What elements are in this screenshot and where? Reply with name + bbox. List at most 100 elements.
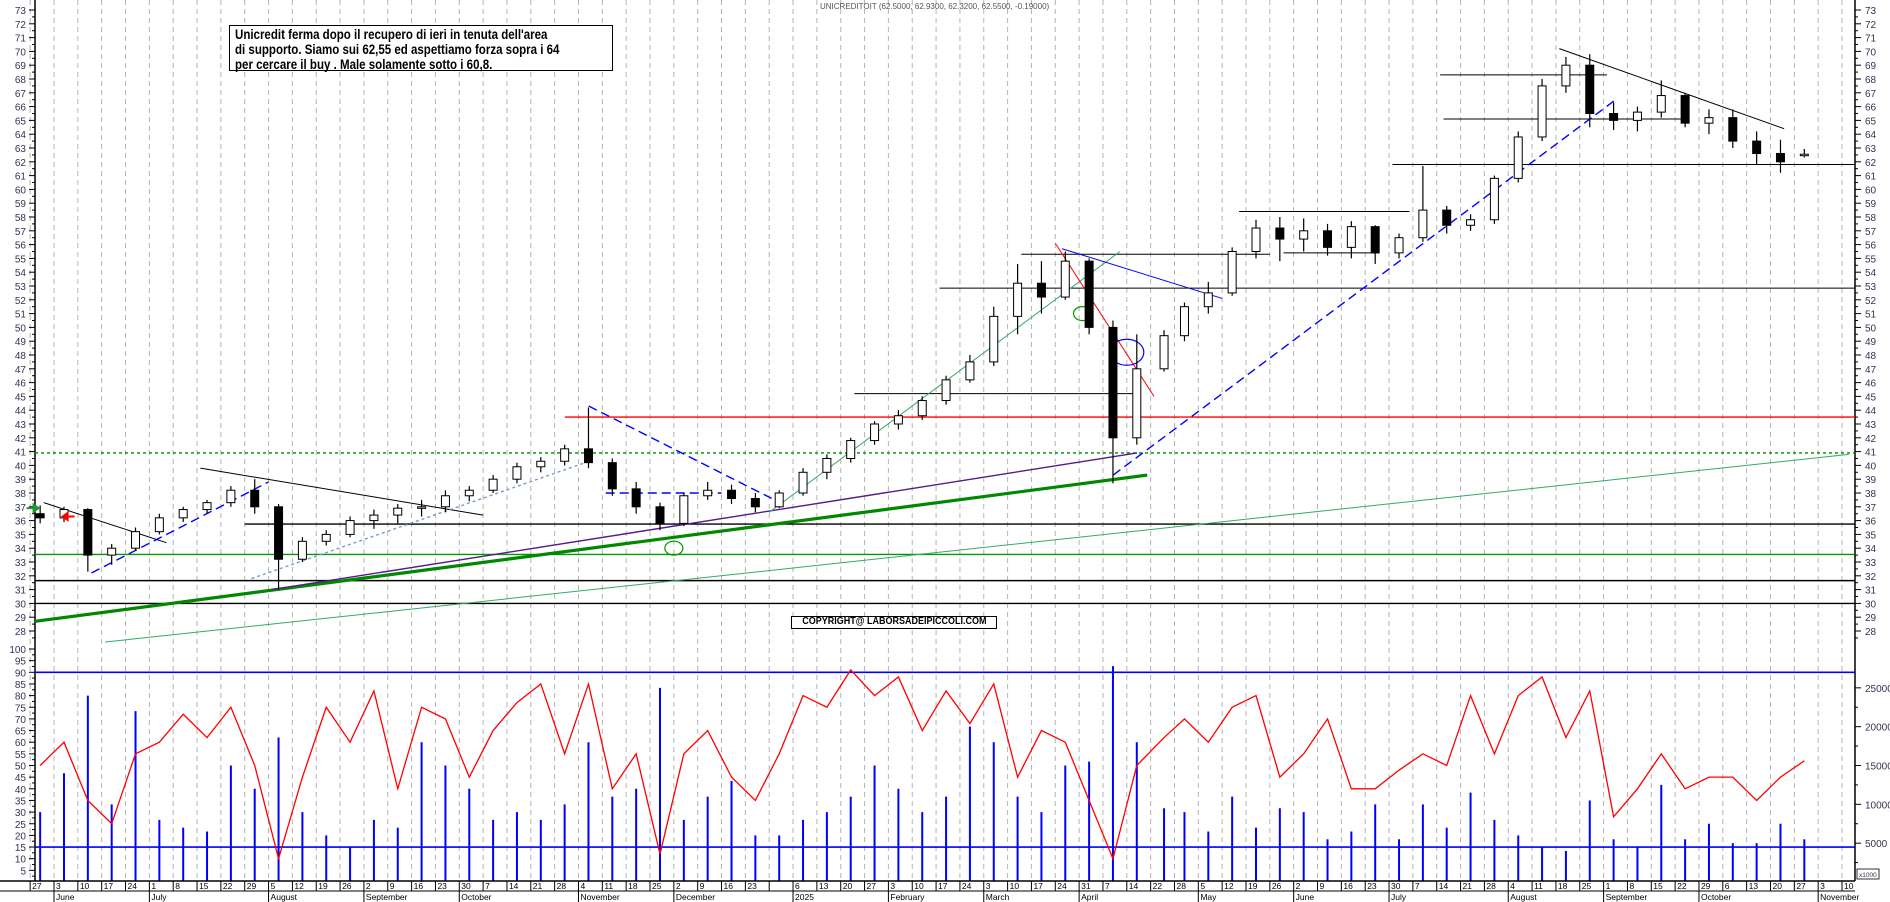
day-tick-label: 10 [1010,881,1020,891]
day-tick-label: 18 [1558,881,1568,891]
price-tick-label-left: 54 [15,268,27,279]
day-tick-label: 14 [1439,881,1449,891]
candle-down [655,506,665,524]
price-tick-label-left: 45 [15,392,27,403]
indicator-tick-label: 90 [15,668,27,679]
price-tick-label-left: 35 [15,530,27,541]
trend-line [251,461,586,580]
day-tick-label: 28 [1486,881,1496,891]
candle-down [1775,153,1785,163]
price-tick-label-right: 73 [1865,6,1877,17]
month-label: September [366,892,408,902]
day-tick-label: 2 [1296,881,1301,891]
price-tick-label-left: 42 [15,434,27,445]
indicator-tick-label: 35 [15,796,27,807]
candle-up [1537,85,1547,138]
day-tick-label: 2 [366,881,371,891]
day-tick-label: 24 [962,881,972,891]
volume-tick-label: 15000 [1865,762,1890,773]
price-tick-label-left: 29 [15,613,27,624]
price-tick-label-right: 45 [1865,392,1877,403]
price-tick-label-right: 41 [1865,448,1877,459]
price-tick-label-right: 59 [1865,199,1877,210]
price-tick-label-right: 72 [1865,20,1877,31]
day-tick-label: 30 [461,881,471,891]
candle-up [297,540,307,560]
candle-down [1323,230,1333,248]
day-tick-label: 1 [1606,881,1611,891]
indicator-tick-label: 75 [15,703,27,714]
price-tick-label-right: 68 [1865,75,1877,86]
candle-down [607,462,617,490]
day-tick-label: 22 [223,881,233,891]
candle-up [1299,230,1309,240]
candle-down [1084,260,1094,328]
volume-tick-label: 20000 [1865,723,1890,734]
trend-line [200,467,484,516]
price-tick-label-right: 71 [1865,34,1877,45]
day-tick-label: 29 [1701,881,1711,891]
day-tick-label: 20 [843,881,853,891]
candle-down [583,448,593,464]
day-tick-label: 15 [199,881,209,891]
price-tick-label-left: 57 [15,227,27,238]
day-tick-label: 3 [1820,881,1825,891]
price-tick-label-left: 68 [15,75,27,86]
analysis-comment-box: Unicredit ferma dopo il recupero di ieri… [229,25,613,72]
price-tick-label-right: 64 [1865,130,1877,141]
price-tick-label-right: 70 [1865,47,1877,58]
price-tick-label-right: 28 [1865,627,1877,638]
candle-up [822,458,832,473]
candle-up [1466,219,1476,226]
price-tick-label-left: 59 [15,199,27,210]
month-label: July [1391,892,1407,902]
price-tick-label-right: 61 [1865,172,1877,183]
trend-line [105,453,1849,643]
month-label: May [1200,892,1217,902]
price-tick-label-right: 36 [1865,517,1877,528]
day-tick-label: 29 [247,881,257,891]
day-tick-label: 28 [557,881,567,891]
day-tick-label: 22 [1153,881,1163,891]
price-tick-label-right: 53 [1865,282,1877,293]
day-tick-label: 9 [1320,881,1325,891]
price-tick-label-right: 43 [1865,420,1877,431]
candle-up [393,507,403,516]
month-label: August [1510,892,1537,902]
day-tick-label: 7 [485,881,490,891]
indicator-tick-label: 65 [15,727,27,738]
candle-up [1632,111,1642,121]
day-tick-label: 17 [1033,881,1043,891]
day-tick-label: 3 [986,881,991,891]
day-tick-label: 10 [80,881,90,891]
day-tick-label: 12 [1224,881,1234,891]
price-tick-label-right: 42 [1865,434,1877,445]
price-tick-label-left: 51 [15,310,27,321]
candle-down [1275,227,1285,240]
price-tick-label-left: 30 [15,599,27,610]
candle-up [1513,136,1523,179]
oscillator-line [39,668,1805,862]
day-tick-label: 13 [819,881,829,891]
day-tick-label: 4 [580,881,585,891]
day-tick-label: 24 [1057,881,1067,891]
price-tick-label-left: 37 [15,503,27,514]
candle-up [226,489,236,504]
price-tick-label-right: 66 [1865,103,1877,114]
candle-up [1656,95,1666,113]
price-tick-label-right: 67 [1865,89,1877,100]
price-tick-label-right: 69 [1865,61,1877,72]
price-tick-label-left: 41 [15,448,27,459]
candle-down [750,498,760,508]
month-label: June [1296,892,1315,902]
indicator-tick-label: 20 [15,831,27,842]
day-tick-label: 26 [1272,881,1282,891]
day-tick-label: 21 [1463,881,1473,891]
candle-down [1108,326,1118,439]
day-tick-label: 13 [1749,881,1759,891]
comment-line: di supporto. Siamo sui 62,55 ed aspettia… [235,42,560,57]
candle-down [274,506,284,560]
candle-up [703,489,713,497]
price-tick-label-left: 44 [15,406,27,417]
indicator-tick-label: 45 [15,773,27,784]
